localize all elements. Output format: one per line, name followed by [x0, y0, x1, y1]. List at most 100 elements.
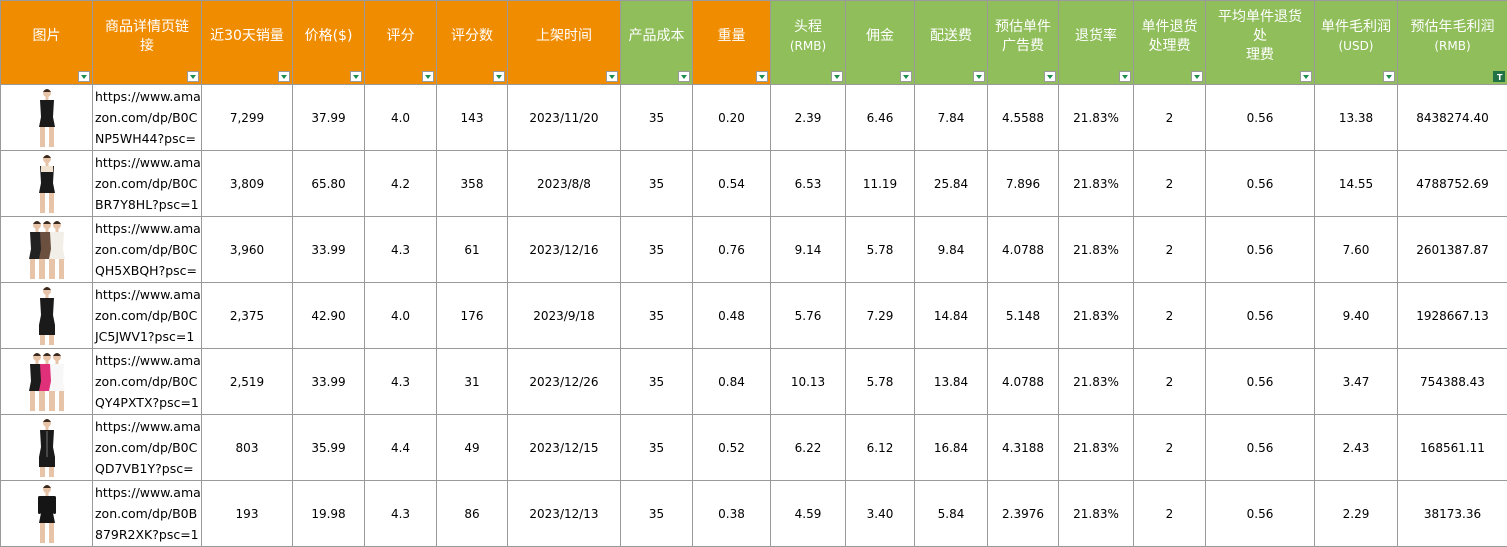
image-cell[interactable]	[0, 282, 93, 349]
delivery-fee-cell[interactable]: 25.84	[914, 150, 988, 217]
return-handling-fee-cell[interactable]: 2	[1133, 348, 1206, 415]
sales-30d-cell[interactable]: 2,519	[201, 348, 293, 415]
listed-date-cell[interactable]: 2023/12/13	[507, 480, 621, 547]
filter-dropdown-icon[interactable]	[493, 71, 505, 82]
avg-return-fee-cell[interactable]: 0.56	[1205, 150, 1315, 217]
filter-dropdown-icon[interactable]	[1383, 71, 1395, 82]
delivery-fee-cell[interactable]: 7.84	[914, 84, 988, 151]
price-cell[interactable]: 19.98	[292, 480, 365, 547]
filter-dropdown-icon[interactable]	[973, 71, 985, 82]
product-url-cell[interactable]: https://www.amazon.com/dp/B0CBR7Y8HL?psc…	[92, 150, 202, 217]
header-col-image[interactable]: 图片	[0, 0, 93, 85]
product-url-cell[interactable]: https://www.amazon.com/dp/B0CJC5JWV1?psc…	[92, 282, 202, 349]
price-cell[interactable]: 33.99	[292, 348, 365, 415]
header-col-first-leg-freight[interactable]: 头程 (RMB)	[770, 0, 846, 85]
sales-30d-cell[interactable]: 3,960	[201, 216, 293, 283]
listed-date-cell[interactable]: 2023/12/26	[507, 348, 621, 415]
avg-return-fee-cell[interactable]: 0.56	[1205, 216, 1315, 283]
header-col-delivery-fee[interactable]: 配送费	[914, 0, 988, 85]
header-col-listed-date[interactable]: 上架时间	[507, 0, 621, 85]
unit-profit-cell[interactable]: 7.60	[1314, 216, 1398, 283]
header-col-url[interactable]: 商品详情页链 接	[92, 0, 202, 85]
filter-dropdown-icon[interactable]	[1119, 71, 1131, 82]
sales-30d-cell[interactable]: 193	[201, 480, 293, 547]
unit-profit-cell[interactable]: 14.55	[1314, 150, 1398, 217]
product-url-cell[interactable]: https://www.amazon.com/dp/B0CQD7VB1Y?psc…	[92, 414, 202, 481]
review-count-cell[interactable]: 176	[436, 282, 508, 349]
weight-cell[interactable]: 0.84	[692, 348, 771, 415]
freight-cell[interactable]: 4.59	[770, 480, 846, 547]
commission-cell[interactable]: 11.19	[845, 150, 915, 217]
annual-profit-cell[interactable]: 2601387.87	[1397, 216, 1507, 283]
listed-date-cell[interactable]: 2023/12/15	[507, 414, 621, 481]
header-col-product-cost[interactable]: 产品成本	[620, 0, 693, 85]
filter-dropdown-icon[interactable]	[350, 71, 362, 82]
delivery-fee-cell[interactable]: 16.84	[914, 414, 988, 481]
filter-dropdown-icon[interactable]	[606, 71, 618, 82]
weight-cell[interactable]: 0.48	[692, 282, 771, 349]
review-count-cell[interactable]: 61	[436, 216, 508, 283]
review-count-cell[interactable]: 86	[436, 480, 508, 547]
product-url-cell[interactable]: https://www.amazon.com/dp/B0CQH5XBQH?psc…	[92, 216, 202, 283]
filter-dropdown-icon[interactable]	[78, 71, 90, 82]
product-url-cell[interactable]: https://www.amazon.com/dp/B0B879R2XK?psc…	[92, 480, 202, 547]
weight-cell[interactable]: 0.20	[692, 84, 771, 151]
filter-dropdown-icon[interactable]	[678, 71, 690, 82]
header-col-return-handling-fee[interactable]: 单件退货 处理费	[1133, 0, 1206, 85]
listed-date-cell[interactable]: 2023/9/18	[507, 282, 621, 349]
unit-profit-cell[interactable]: 2.29	[1314, 480, 1398, 547]
filter-dropdown-icon[interactable]	[278, 71, 290, 82]
review-count-cell[interactable]: 143	[436, 84, 508, 151]
weight-cell[interactable]: 0.54	[692, 150, 771, 217]
annual-profit-cell[interactable]: 754388.43	[1397, 348, 1507, 415]
filter-dropdown-icon[interactable]	[831, 71, 843, 82]
ad-cost-cell[interactable]: 5.148	[987, 282, 1059, 349]
review-count-cell[interactable]: 49	[436, 414, 508, 481]
weight-cell[interactable]: 0.38	[692, 480, 771, 547]
image-cell[interactable]	[0, 348, 93, 415]
commission-cell[interactable]: 3.40	[845, 480, 915, 547]
header-col-review-count[interactable]: 评分数	[436, 0, 508, 85]
rating-cell[interactable]: 4.0	[364, 84, 437, 151]
commission-cell[interactable]: 6.12	[845, 414, 915, 481]
commission-cell[interactable]: 5.78	[845, 216, 915, 283]
annual-profit-cell[interactable]: 38173.36	[1397, 480, 1507, 547]
commission-cell[interactable]: 6.46	[845, 84, 915, 151]
header-col-unit-profit[interactable]: 单件毛利润 (USD)	[1314, 0, 1398, 85]
listed-date-cell[interactable]: 2023/12/16	[507, 216, 621, 283]
rating-cell[interactable]: 4.2	[364, 150, 437, 217]
rating-cell[interactable]: 4.3	[364, 480, 437, 547]
listed-date-cell[interactable]: 2023/11/20	[507, 84, 621, 151]
price-cell[interactable]: 37.99	[292, 84, 365, 151]
return-handling-fee-cell[interactable]: 2	[1133, 282, 1206, 349]
listed-date-cell[interactable]: 2023/8/8	[507, 150, 621, 217]
header-col-return-rate[interactable]: 退货率	[1058, 0, 1134, 85]
delivery-fee-cell[interactable]: 13.84	[914, 348, 988, 415]
return-rate-cell[interactable]: 21.83%	[1058, 480, 1134, 547]
product-cost-cell[interactable]: 35	[620, 414, 693, 481]
sales-30d-cell[interactable]: 7,299	[201, 84, 293, 151]
image-cell[interactable]	[0, 150, 93, 217]
image-cell[interactable]	[0, 84, 93, 151]
rating-cell[interactable]: 4.3	[364, 216, 437, 283]
header-col-annual-profit[interactable]: 预估年毛利润 (RMB)	[1397, 0, 1507, 85]
image-cell[interactable]	[0, 480, 93, 547]
unit-profit-cell[interactable]: 2.43	[1314, 414, 1398, 481]
unit-profit-cell[interactable]: 13.38	[1314, 84, 1398, 151]
header-col-weight[interactable]: 重量	[692, 0, 771, 85]
freight-cell[interactable]: 5.76	[770, 282, 846, 349]
ad-cost-cell[interactable]: 7.896	[987, 150, 1059, 217]
return-rate-cell[interactable]: 21.83%	[1058, 348, 1134, 415]
annual-profit-cell[interactable]: 4788752.69	[1397, 150, 1507, 217]
price-cell[interactable]: 33.99	[292, 216, 365, 283]
product-url-cell[interactable]: https://www.amazon.com/dp/B0CNP5WH44?psc…	[92, 84, 202, 151]
freight-cell[interactable]: 9.14	[770, 216, 846, 283]
freight-cell[interactable]: 6.22	[770, 414, 846, 481]
product-cost-cell[interactable]: 35	[620, 150, 693, 217]
unit-profit-cell[interactable]: 3.47	[1314, 348, 1398, 415]
sales-30d-cell[interactable]: 803	[201, 414, 293, 481]
filter-dropdown-icon[interactable]	[900, 71, 912, 82]
avg-return-fee-cell[interactable]: 0.56	[1205, 348, 1315, 415]
return-rate-cell[interactable]: 21.83%	[1058, 216, 1134, 283]
return-rate-cell[interactable]: 21.83%	[1058, 414, 1134, 481]
